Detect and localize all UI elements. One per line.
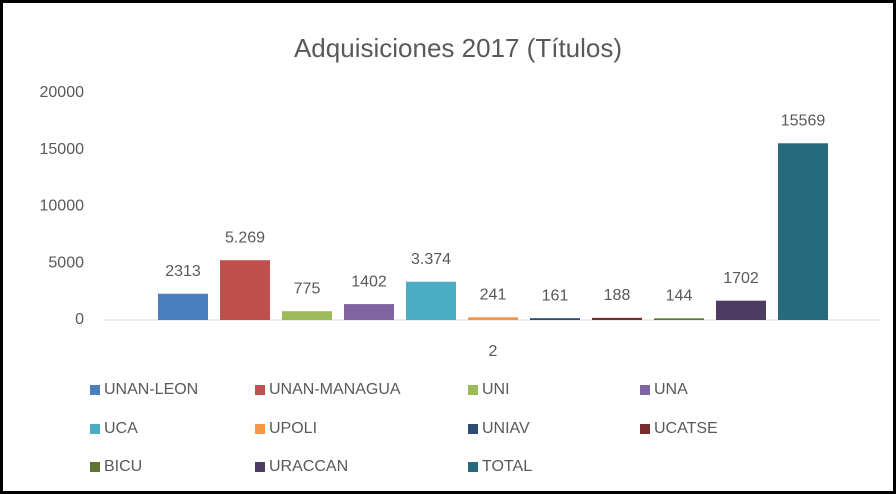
- legend-label: TOTAL: [482, 458, 532, 475]
- bar: [220, 260, 270, 320]
- chart-title: Adquisiciones 2017 (Títulos): [294, 33, 622, 63]
- y-tick-label: 10000: [40, 198, 85, 215]
- legend-swatch: [468, 462, 478, 472]
- legend-swatch: [90, 462, 100, 472]
- legend-label: UNIAV: [482, 420, 530, 437]
- legend-label: UCA: [104, 420, 138, 437]
- bar: [716, 300, 766, 320]
- bar: [592, 317, 642, 320]
- data-label: 15569: [781, 113, 826, 130]
- data-label: 775: [294, 280, 321, 297]
- legend-label: UPOLI: [269, 420, 317, 437]
- legend-label: UCATSE: [654, 420, 718, 437]
- legend-swatch: [468, 424, 478, 434]
- y-tick-label: 0: [75, 311, 84, 328]
- legend-swatch: [90, 424, 100, 434]
- bar: [406, 281, 456, 320]
- bar: [468, 317, 518, 320]
- legend-label: UNA: [654, 381, 688, 398]
- bar: [530, 318, 580, 320]
- legend-swatch: [255, 462, 265, 472]
- bar: [778, 143, 828, 320]
- data-label: 241: [480, 286, 507, 303]
- legend-swatch: [255, 385, 265, 395]
- data-label: 1402: [351, 273, 387, 290]
- data-label: 1702: [723, 270, 759, 287]
- bar: [158, 293, 208, 320]
- legend-swatch: [640, 424, 650, 434]
- legend-swatch: [640, 385, 650, 395]
- legend-label: URACCAN: [269, 458, 348, 475]
- y-tick-label: 20000: [40, 84, 85, 101]
- legend-label: UNI: [482, 381, 510, 398]
- y-tick-label: 15000: [40, 141, 85, 158]
- bar: [654, 318, 704, 320]
- data-label: 161: [542, 287, 569, 304]
- legend-swatch: [255, 424, 265, 434]
- data-label: 144: [666, 288, 693, 305]
- data-label: 5.269: [225, 229, 265, 246]
- legend-label: BICU: [104, 458, 142, 475]
- legend-swatch: [468, 385, 478, 395]
- legend-swatch: [90, 385, 100, 395]
- x-tick-label: 2: [489, 343, 498, 360]
- legend-label: UNAN-LEON: [104, 381, 198, 398]
- y-tick-label: 5000: [48, 254, 84, 271]
- bar: [344, 304, 394, 320]
- data-label: 188: [604, 287, 631, 304]
- data-label: 3.374: [411, 251, 451, 268]
- legend-label: UNAN-MANAGUA: [269, 381, 401, 398]
- bar: [282, 311, 332, 320]
- data-label: 2313: [165, 263, 201, 280]
